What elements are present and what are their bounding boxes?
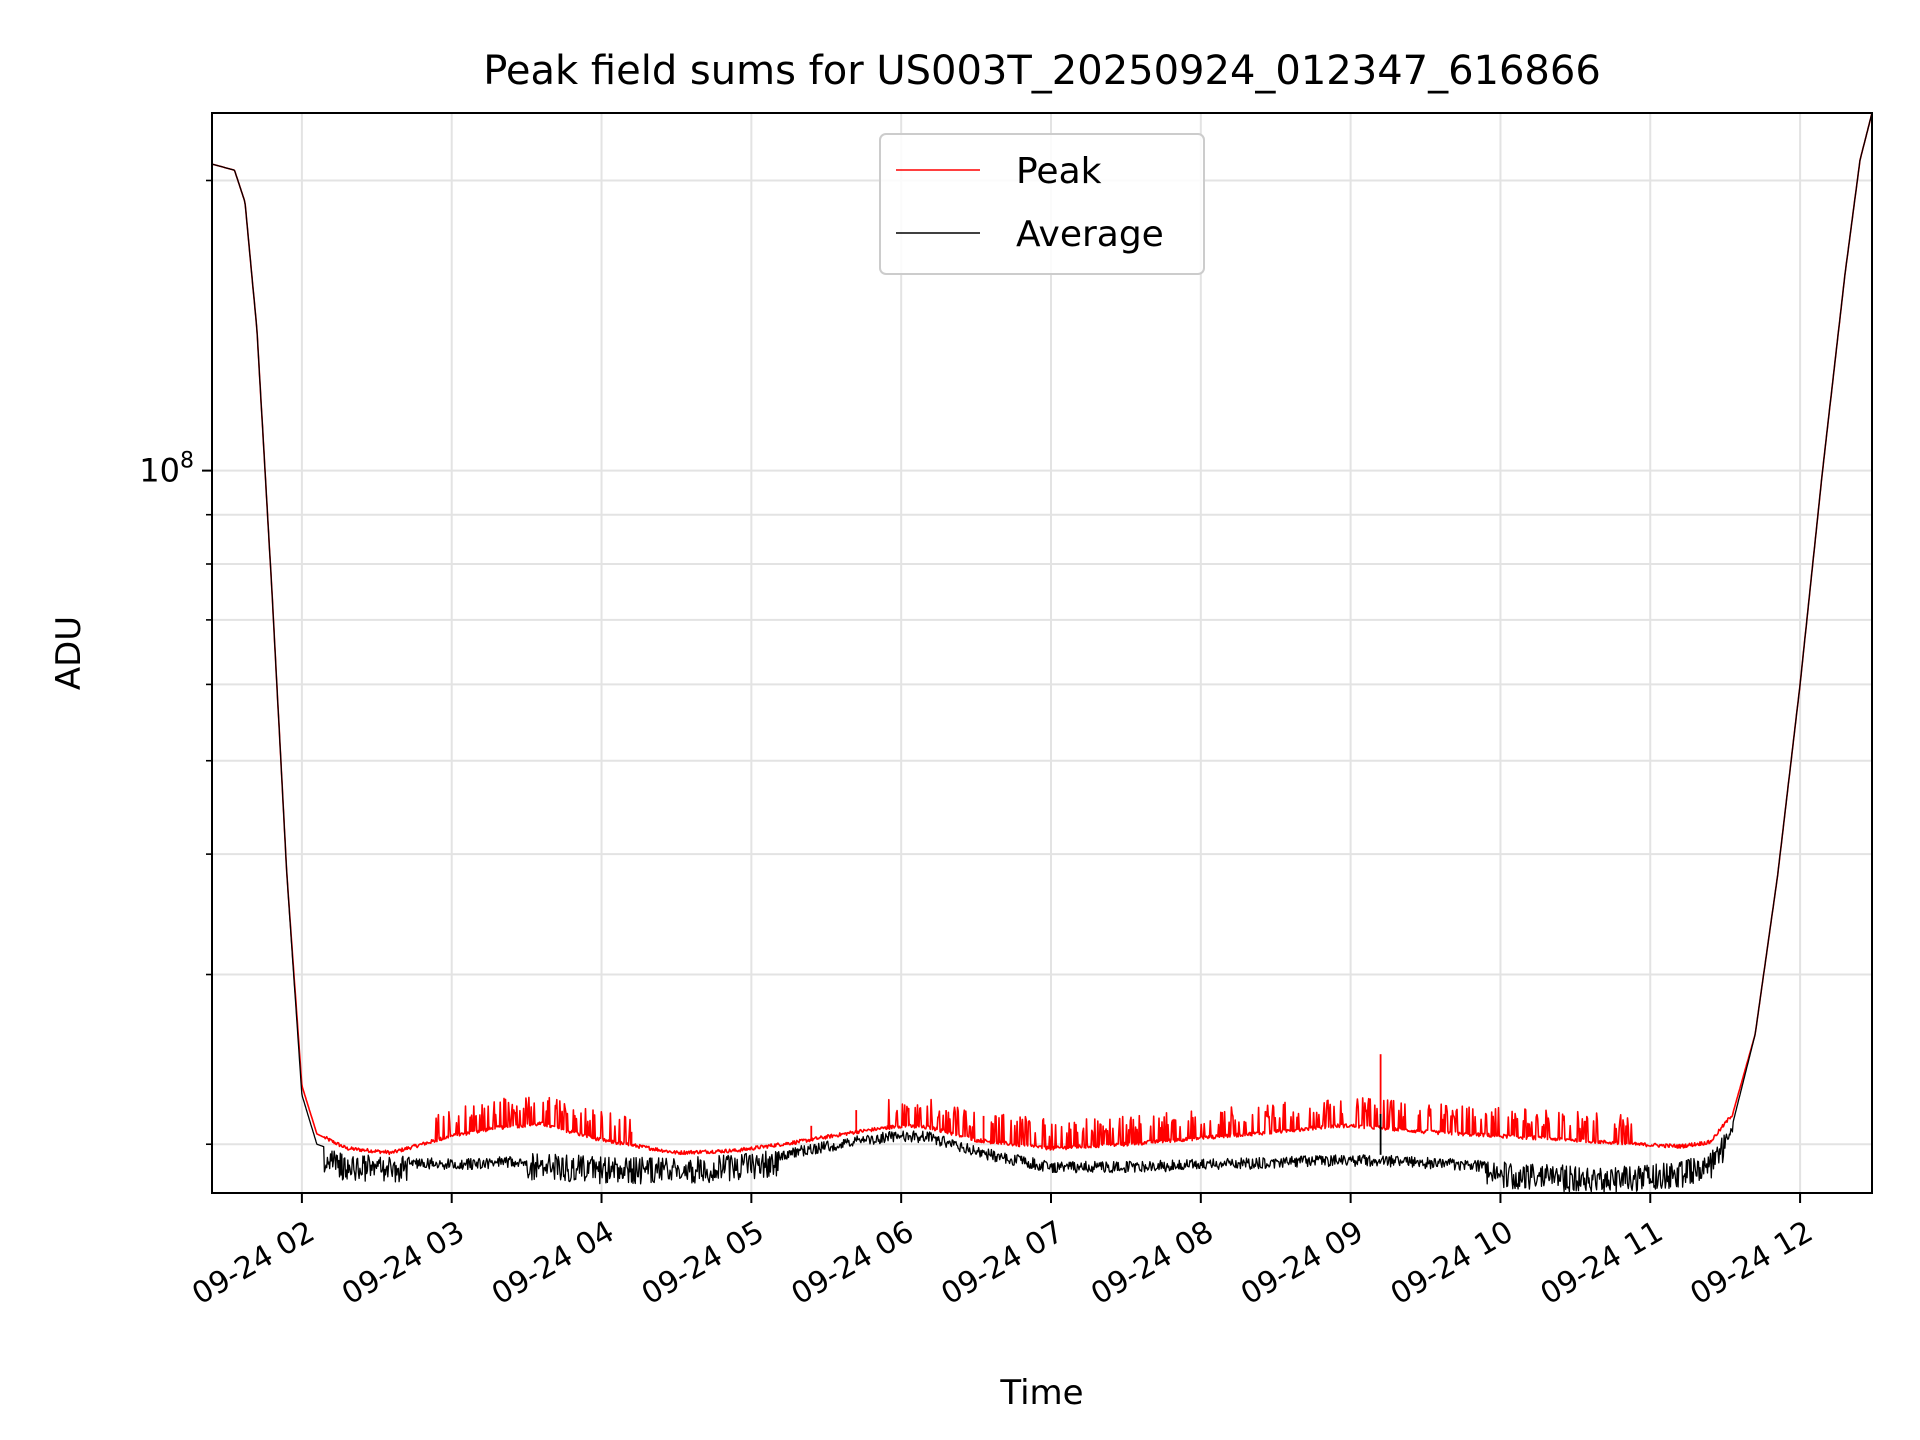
legend-box	[879, 133, 1205, 275]
legend-average-label: Average	[1016, 214, 1164, 255]
grid-layer	[212, 113, 1872, 1193]
data-layer	[212, 113, 1872, 1193]
y-axis-label: ADU	[49, 616, 89, 690]
plot-frame	[211, 112, 1873, 1194]
x-axis-label: Time	[999, 1373, 1083, 1413]
legend-peak-label: Peak	[1016, 151, 1102, 192]
series-line-peak	[212, 113, 1872, 1156]
series-line-average	[212, 113, 1872, 1193]
legend: Peak Average	[879, 133, 1205, 275]
chart-title: Peak field sums for US003T_20250924_0123…	[483, 48, 1601, 94]
y-tick-label: 108	[139, 449, 194, 490]
